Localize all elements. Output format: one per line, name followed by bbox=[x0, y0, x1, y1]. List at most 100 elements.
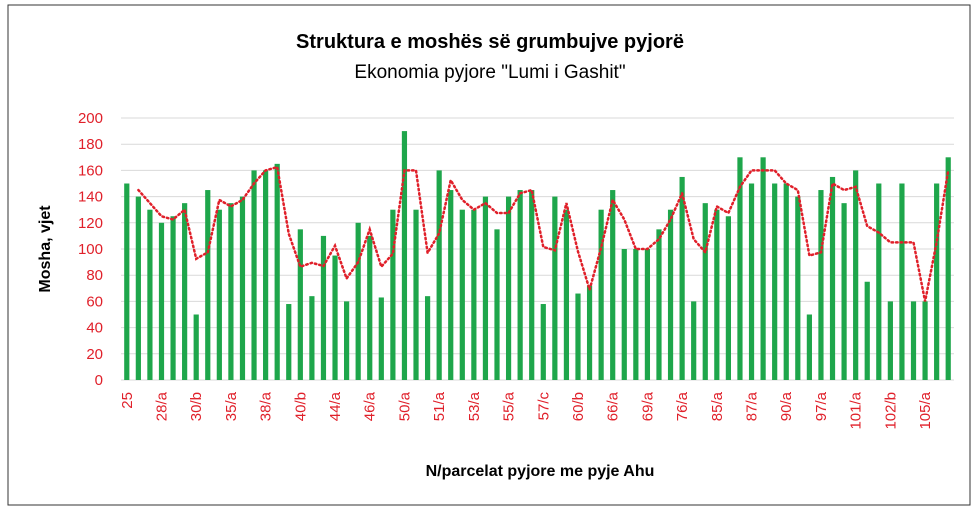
bar bbox=[124, 183, 130, 380]
bar bbox=[691, 301, 697, 380]
bar bbox=[320, 235, 327, 380]
bar bbox=[656, 229, 662, 380]
bar bbox=[586, 285, 593, 380]
x-axis-title: N/parcelat pyjore me pyje Ahu bbox=[426, 463, 655, 480]
bar bbox=[413, 209, 419, 380]
bar bbox=[667, 209, 674, 380]
bar bbox=[182, 203, 188, 380]
bar bbox=[158, 222, 165, 380]
bar bbox=[355, 222, 361, 380]
bar bbox=[505, 196, 512, 380]
y-tick-label: 140 bbox=[78, 189, 103, 206]
bar bbox=[494, 229, 500, 380]
bar bbox=[193, 314, 199, 380]
bar bbox=[853, 170, 859, 380]
y-tick-label: 0 bbox=[95, 372, 103, 389]
bar bbox=[795, 196, 801, 380]
bar bbox=[610, 190, 616, 380]
bar bbox=[934, 183, 940, 380]
bar bbox=[563, 209, 570, 380]
y-tick-label: 60 bbox=[86, 293, 103, 310]
x-tick-label: 105/a bbox=[917, 391, 934, 429]
bar bbox=[424, 296, 431, 380]
x-tick-label: 69/a bbox=[639, 391, 656, 421]
bar bbox=[170, 216, 176, 380]
x-tick-label: 101/a bbox=[848, 391, 865, 429]
bar bbox=[274, 163, 280, 380]
chart-subtitle: Ekonomia pyjore "Lumi i Gashit" bbox=[354, 62, 625, 83]
bar bbox=[829, 176, 836, 380]
bar bbox=[621, 249, 627, 380]
bar bbox=[147, 209, 153, 380]
x-tick-label: 60/b bbox=[570, 392, 587, 421]
bar bbox=[772, 183, 778, 380]
x-tick-label: 46/a bbox=[362, 391, 379, 421]
bar bbox=[887, 301, 893, 380]
bar bbox=[332, 255, 338, 380]
y-axis-title: Mosha, vjet bbox=[37, 205, 54, 293]
bar bbox=[216, 209, 222, 380]
y-tick-label: 180 bbox=[78, 136, 103, 153]
x-tick-label: 50/a bbox=[396, 391, 413, 421]
bar bbox=[297, 229, 303, 380]
bar bbox=[540, 304, 546, 380]
bar bbox=[783, 183, 789, 380]
bar bbox=[228, 203, 234, 380]
x-tick-label: 90/a bbox=[778, 391, 795, 421]
bar bbox=[633, 249, 639, 380]
bar bbox=[945, 157, 951, 380]
bar bbox=[910, 301, 917, 380]
y-tick-label: 40 bbox=[86, 320, 103, 337]
bar bbox=[818, 190, 824, 380]
y-tick-label: 80 bbox=[86, 267, 103, 284]
x-tick-label: 44/a bbox=[327, 391, 344, 421]
bar bbox=[922, 301, 928, 380]
bar bbox=[644, 249, 651, 380]
x-tick-label: 57/c bbox=[535, 392, 552, 421]
bar bbox=[552, 196, 558, 380]
x-tick-label: 38/a bbox=[258, 391, 275, 421]
x-tick-label: 85/a bbox=[709, 391, 726, 421]
bar bbox=[286, 304, 292, 380]
y-tick-label: 120 bbox=[78, 215, 103, 232]
bar bbox=[482, 196, 489, 380]
x-tick-label: 53/a bbox=[466, 391, 483, 421]
bar bbox=[367, 235, 373, 380]
bar bbox=[737, 157, 743, 380]
bar bbox=[760, 157, 766, 380]
x-tick-label: 25 bbox=[119, 392, 136, 409]
trendline bbox=[137, 165, 950, 302]
y-tick-label: 200 bbox=[78, 110, 103, 127]
bar bbox=[390, 209, 396, 380]
bar bbox=[401, 131, 408, 380]
bar bbox=[876, 183, 882, 380]
x-tick-label: 87/a bbox=[744, 391, 761, 421]
bar bbox=[598, 209, 604, 380]
bar bbox=[205, 190, 211, 380]
bar bbox=[529, 190, 535, 380]
y-tick-label: 20 bbox=[86, 346, 103, 363]
bar bbox=[459, 209, 465, 380]
x-tick-label: 102/b bbox=[882, 392, 899, 430]
x-tick-label: 66/a bbox=[605, 391, 622, 421]
x-tick-label: 40/b bbox=[292, 392, 309, 421]
bar bbox=[575, 293, 581, 380]
bar bbox=[748, 183, 755, 380]
x-tick-label: 28/a bbox=[153, 391, 170, 421]
bar bbox=[436, 170, 442, 380]
chart-title: Struktura e moshës së grumbujve pyjorë bbox=[296, 31, 684, 53]
bar bbox=[344, 301, 350, 380]
bar bbox=[239, 196, 246, 380]
bar bbox=[135, 196, 141, 380]
bar bbox=[864, 281, 870, 380]
bar bbox=[714, 209, 720, 380]
bar bbox=[725, 216, 731, 380]
bar bbox=[679, 176, 685, 380]
bar bbox=[309, 296, 315, 380]
bar bbox=[702, 203, 708, 380]
x-tick-label: 76/a bbox=[674, 391, 691, 421]
bar bbox=[841, 203, 847, 380]
bar bbox=[806, 314, 812, 380]
y-tick-label: 100 bbox=[78, 241, 103, 258]
